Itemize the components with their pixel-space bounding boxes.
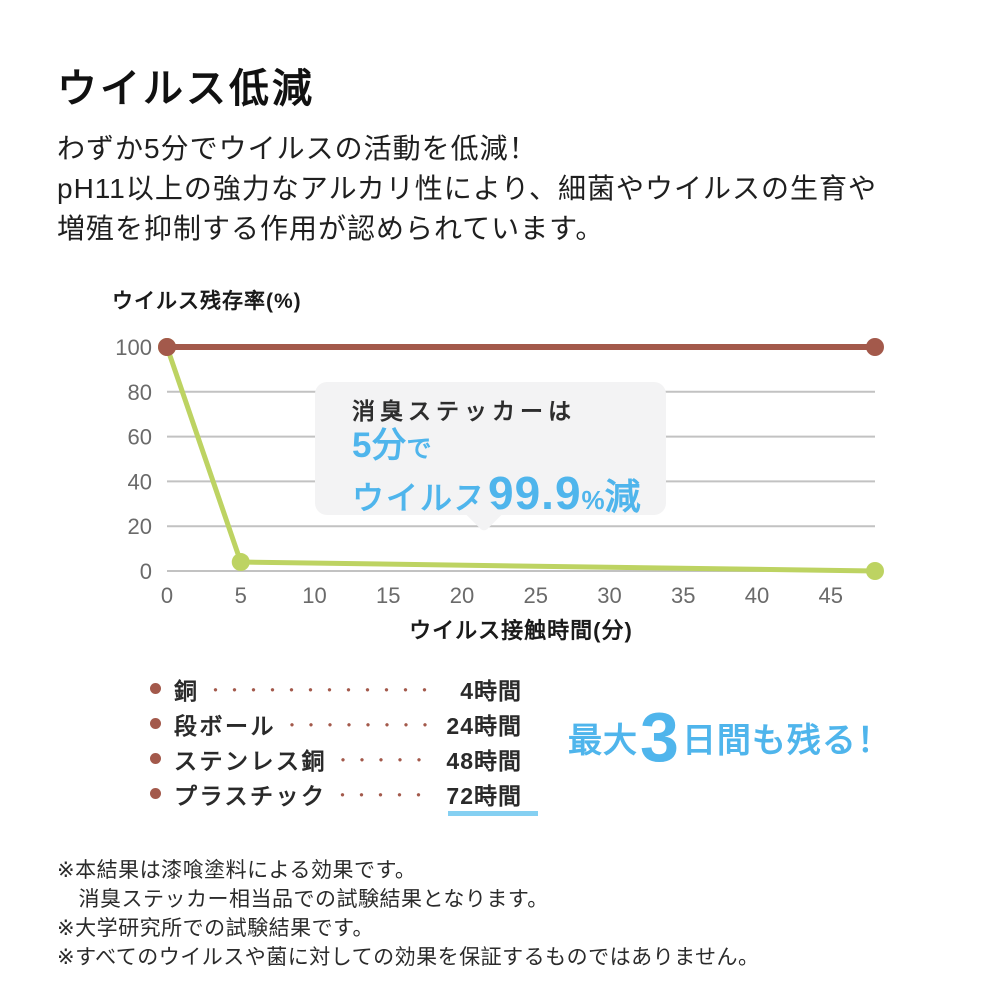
page-title: ウイルス低減	[57, 67, 315, 111]
data-point	[231, 553, 250, 572]
intro-text: わずか5分でウイルスの活動を低減！ pH11以上の強力なアルカリ性により、細菌や…	[57, 129, 877, 249]
y-tick-label: 80	[128, 380, 152, 405]
x-tick-label: 0	[161, 583, 173, 608]
bullet-icon	[150, 683, 161, 694]
data-point	[158, 338, 176, 356]
x-tick-label: 5	[235, 583, 247, 608]
legend-duration-value: 24時間	[446, 712, 522, 739]
callout-minutes-line: 5分で	[352, 426, 666, 473]
y-tick-label: 100	[115, 335, 152, 360]
x-tick-label: 10	[302, 583, 326, 608]
callout-percent-value: 99.9	[488, 467, 582, 519]
callout-percent-unit: %	[581, 485, 605, 515]
highlight-text: 最大 3 日間も残る！	[568, 698, 892, 776]
intro-line: わずか5分でウイルスの活動を低減！	[57, 133, 538, 164]
leader-dots: ・・・・・	[334, 787, 430, 805]
footnote-line: ※すべてのウイルスや菌に対しての効果を保証するものではありません。	[57, 946, 760, 969]
callout-bubble: 消臭ステッカーは 5分で ウイルス99.9%減	[315, 382, 666, 533]
x-tick-label: 25	[524, 583, 548, 608]
x-tick-label: 30	[597, 583, 621, 608]
highlight-suffix: 日間も残る！	[681, 721, 892, 760]
legend-duration-value: 72時間	[434, 777, 538, 816]
legend-material-label: 段ボール	[174, 712, 276, 739]
legend-material-label: ステンレス銅	[174, 747, 327, 774]
x-tick-label: 45	[819, 583, 843, 608]
y-tick-label: 20	[128, 514, 152, 539]
callout-heading: 消臭ステッカーは	[352, 398, 576, 424]
y-tick-label: 40	[128, 469, 152, 494]
highlight-prefix: 最大	[568, 721, 638, 760]
materials-legend: 銅・・・・・・・・・・・・・4時間段ボール・・・・・・・・・24時間ステンレス銅…	[150, 671, 538, 816]
x-tick-label: 35	[671, 583, 695, 608]
bullet-icon	[150, 788, 161, 799]
bullet-icon	[150, 753, 161, 764]
footnotes: ※本結果は漆喰塗料による効果です。 消臭ステッカー相当品での試験結果となります。…	[57, 856, 760, 972]
footnote-line: ※大学研究所での試験結果です。	[57, 917, 374, 940]
legend-item: 銅・・・・・・・・・・・・・ 4時間	[150, 671, 522, 706]
data-point	[866, 338, 884, 356]
x-tick-label: 40	[745, 583, 769, 608]
callout-virus-label: ウイルス	[352, 480, 489, 516]
y-tick-label: 60	[128, 425, 152, 450]
callout-minutes-suffix: で	[406, 435, 432, 463]
legend-duration-value: 4時間	[460, 677, 522, 704]
leader-dots: ・・・・・	[335, 752, 431, 770]
callout-reduction-suffix: 減	[604, 476, 641, 517]
callout-minutes: 5分	[352, 426, 407, 465]
legend-material-label: 銅	[174, 677, 200, 704]
legend-duration-value: 48時間	[446, 747, 522, 774]
data-point	[866, 562, 884, 580]
y-tick-label: 0	[140, 559, 152, 584]
x-tick-label: 15	[376, 583, 400, 608]
callout-percent-line: ウイルス99.9%減	[352, 470, 666, 527]
legend-item: プラスチック ・・・・・ 72時間	[150, 776, 538, 816]
footnote-line: 消臭ステッカー相当品での試験結果となります。	[57, 888, 549, 911]
footnote-line: ※本結果は漆喰塗料による効果です。	[57, 859, 417, 882]
legend-item: ステンレス銅 ・・・・・ 48時間	[150, 741, 522, 776]
leader-dots: ・・・・・・・・・	[284, 717, 432, 735]
intro-line: 増殖を抑制する作用が認められています。	[57, 213, 605, 244]
highlight-big-number: 3	[640, 698, 680, 776]
x-axis-title: ウイルス接触時間(分)	[409, 618, 633, 643]
bullet-icon	[150, 718, 161, 729]
legend-material-label: プラスチック	[174, 782, 327, 809]
legend-item: 段ボール・・・・・・・・・ 24時間	[150, 706, 522, 741]
x-tick-label: 20	[450, 583, 474, 608]
y-axis-title: ウイルス残存率(%)	[112, 289, 302, 313]
intro-line: pH11以上の強力なアルカリ性により、細菌やウイルスの生育や	[57, 173, 878, 204]
leader-dots: ・・・・・・・・・・・・・	[207, 682, 433, 700]
